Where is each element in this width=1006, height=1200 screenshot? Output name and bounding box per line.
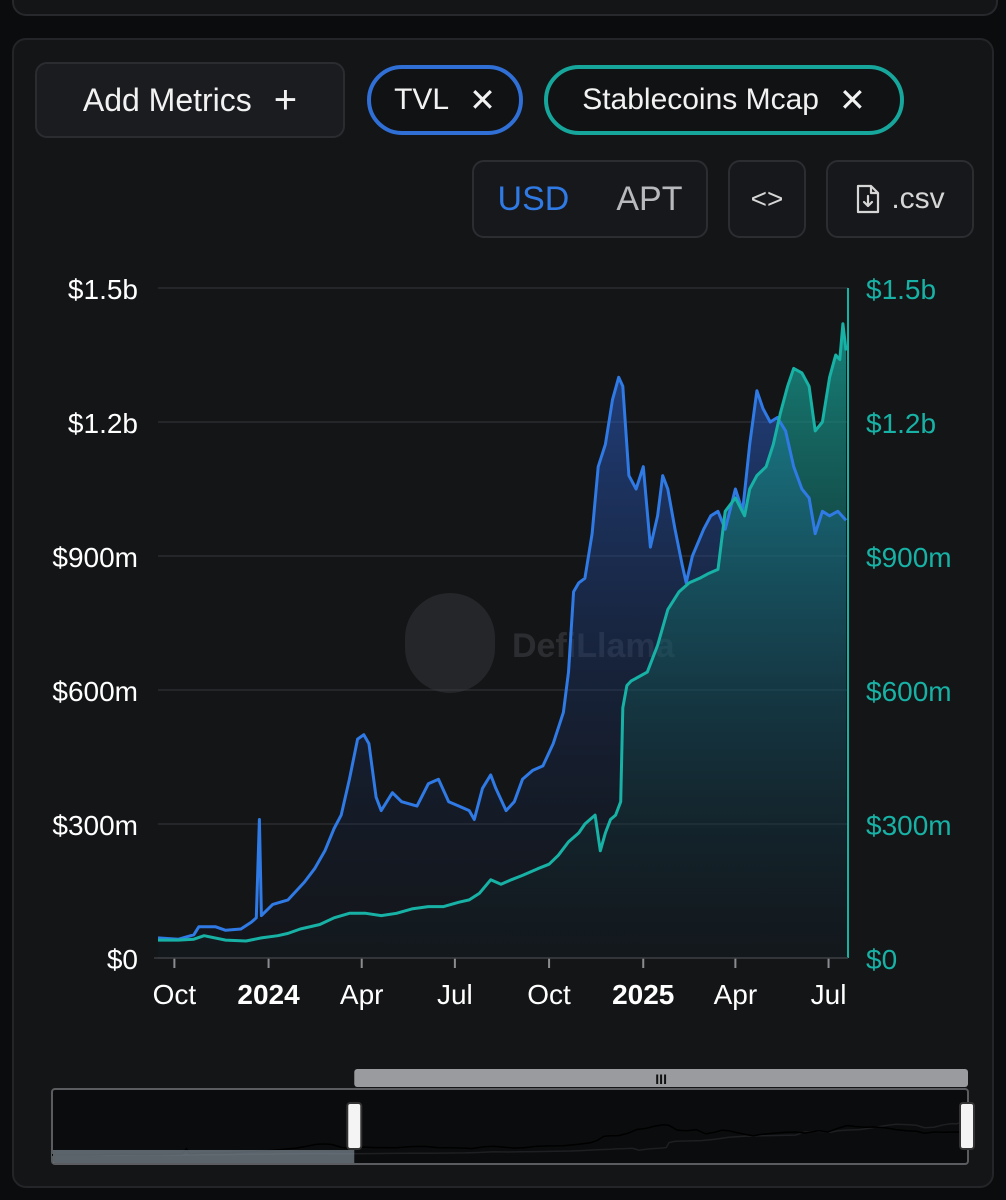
right-axis-tick-label: $1.2b — [866, 408, 936, 439]
download-csv-button[interactable]: .csv — [826, 160, 974, 238]
left-axis-tick-label: $1.2b — [68, 408, 138, 439]
csv-label: .csv — [891, 182, 945, 215]
range-handle-left[interactable] — [346, 1102, 363, 1150]
stablecoins-line — [158, 322, 848, 943]
x-axis-tick-label: Jul — [811, 979, 847, 1010]
range-handle-right[interactable] — [959, 1102, 975, 1150]
drag-grip-icon: III — [655, 1071, 667, 1087]
plus-icon: + — [273, 78, 298, 122]
range-drag-bar[interactable] — [354, 1069, 968, 1087]
currency-toggle: USD APT — [472, 160, 708, 238]
add-metrics-label: Add Metrics — [82, 81, 252, 118]
add-metrics-button[interactable]: Add Metrics + — [35, 62, 345, 138]
right-axis-tick-label: $1.5b — [866, 274, 936, 305]
series-areas — [157, 322, 848, 958]
right-axis-tick-label: $0 — [866, 944, 897, 975]
overview-unselected-fill — [53, 1150, 355, 1163]
currency-option-usd[interactable]: USD — [497, 179, 570, 218]
left-axis-tick-label: $900m — [52, 542, 138, 573]
close-icon[interactable]: ✕ — [838, 82, 866, 118]
x-axis-tick-label: 2024 — [237, 979, 300, 1010]
right-axis-tick-label: $300m — [866, 810, 952, 841]
x-axis-tick-label: Oct — [527, 979, 571, 1010]
left-axis-tick-label: $300m — [52, 810, 138, 841]
file-download-icon — [857, 184, 880, 214]
stablecoins-area — [158, 323, 846, 958]
embed-button[interactable]: <> — [728, 160, 806, 238]
code-brackets-icon: <> — [750, 183, 784, 214]
metric-chip-stablecoins[interactable]: Stablecoins Mcap ✕ — [544, 65, 904, 135]
metric-chip-tvl[interactable]: TVL ✕ — [367, 65, 523, 135]
left-axis-tick-label: $600m — [52, 676, 138, 707]
currency-option-apt[interactable]: APT — [616, 179, 683, 218]
x-axis-tick-label: Oct — [153, 979, 197, 1010]
right-axis-tick-label: $600m — [866, 676, 952, 707]
x-axis-tick-label: Apr — [714, 979, 758, 1010]
chip-label-stablecoins: Stablecoins Mcap — [582, 83, 819, 116]
x-axis-tick-label: Apr — [340, 979, 384, 1010]
chip-label-tvl: TVL — [394, 83, 450, 116]
right-axis-tick-label: $900m — [866, 542, 952, 573]
left-axis-tick-label: $1.5b — [68, 274, 138, 305]
llama-logo-icon — [405, 593, 495, 693]
range-selector[interactable]: III — [51, 1069, 975, 1165]
x-axis-tick-label: Jul — [437, 979, 473, 1010]
left-axis-tick-label: $0 — [107, 944, 138, 975]
close-icon[interactable]: ✕ — [469, 82, 496, 118]
x-axis-tick-label: 2025 — [612, 979, 674, 1010]
axes: $0 $300m $600m $900m $1.2b $1.5b $0 $300m $600m $… — [52, 274, 951, 1010]
tvl-line — [157, 375, 848, 941]
